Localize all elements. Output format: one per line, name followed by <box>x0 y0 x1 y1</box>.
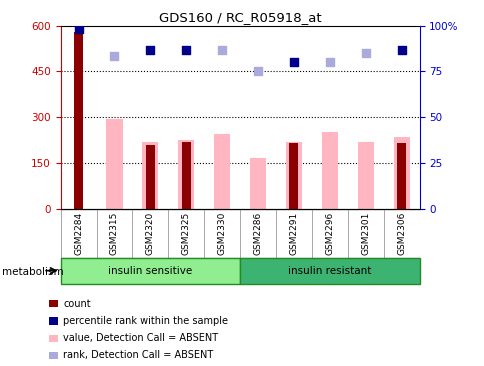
Text: GSM2330: GSM2330 <box>217 212 226 255</box>
Text: GSM2286: GSM2286 <box>253 212 262 255</box>
FancyBboxPatch shape <box>240 258 419 284</box>
Text: insulin resistant: insulin resistant <box>287 266 371 276</box>
Text: GSM2296: GSM2296 <box>325 212 333 255</box>
Bar <box>182 142 190 209</box>
Bar <box>178 140 194 209</box>
Text: GSM2306: GSM2306 <box>396 212 405 255</box>
Text: GSM2325: GSM2325 <box>182 212 190 255</box>
Text: GSM2315: GSM2315 <box>110 212 119 255</box>
Bar <box>48 335 58 341</box>
Bar <box>249 158 266 209</box>
Bar <box>142 142 158 209</box>
Title: GDS160 / RC_R05918_at: GDS160 / RC_R05918_at <box>158 11 321 25</box>
Point <box>218 47 226 53</box>
Bar <box>321 132 337 209</box>
Text: rank, Detection Call = ABSENT: rank, Detection Call = ABSENT <box>63 350 213 360</box>
Point <box>182 47 190 53</box>
Text: metabolism: metabolism <box>2 266 64 277</box>
Bar <box>289 143 298 209</box>
Bar <box>213 134 230 209</box>
FancyBboxPatch shape <box>60 258 240 284</box>
Bar <box>48 300 58 307</box>
Point <box>75 26 82 31</box>
Point <box>254 68 261 74</box>
Text: GSM2291: GSM2291 <box>289 212 298 255</box>
Bar <box>285 142 302 209</box>
Point <box>325 59 333 65</box>
Bar <box>74 32 83 209</box>
Point <box>361 50 369 56</box>
Text: GSM2301: GSM2301 <box>361 212 369 255</box>
Bar <box>48 317 58 325</box>
Text: percentile rank within the sample: percentile rank within the sample <box>63 316 228 326</box>
Text: value, Detection Call = ABSENT: value, Detection Call = ABSENT <box>63 333 218 343</box>
Bar <box>146 145 154 209</box>
Text: GSM2320: GSM2320 <box>146 212 154 255</box>
Point <box>289 59 297 65</box>
Point <box>397 47 405 53</box>
Bar <box>357 142 373 209</box>
Point <box>110 53 118 59</box>
Bar <box>393 137 409 209</box>
Bar <box>396 143 405 209</box>
Text: GSM2284: GSM2284 <box>74 212 83 255</box>
Bar <box>48 352 58 359</box>
Bar <box>106 119 122 209</box>
Point <box>146 47 154 53</box>
Text: insulin sensitive: insulin sensitive <box>108 266 192 276</box>
Text: count: count <box>63 299 91 309</box>
